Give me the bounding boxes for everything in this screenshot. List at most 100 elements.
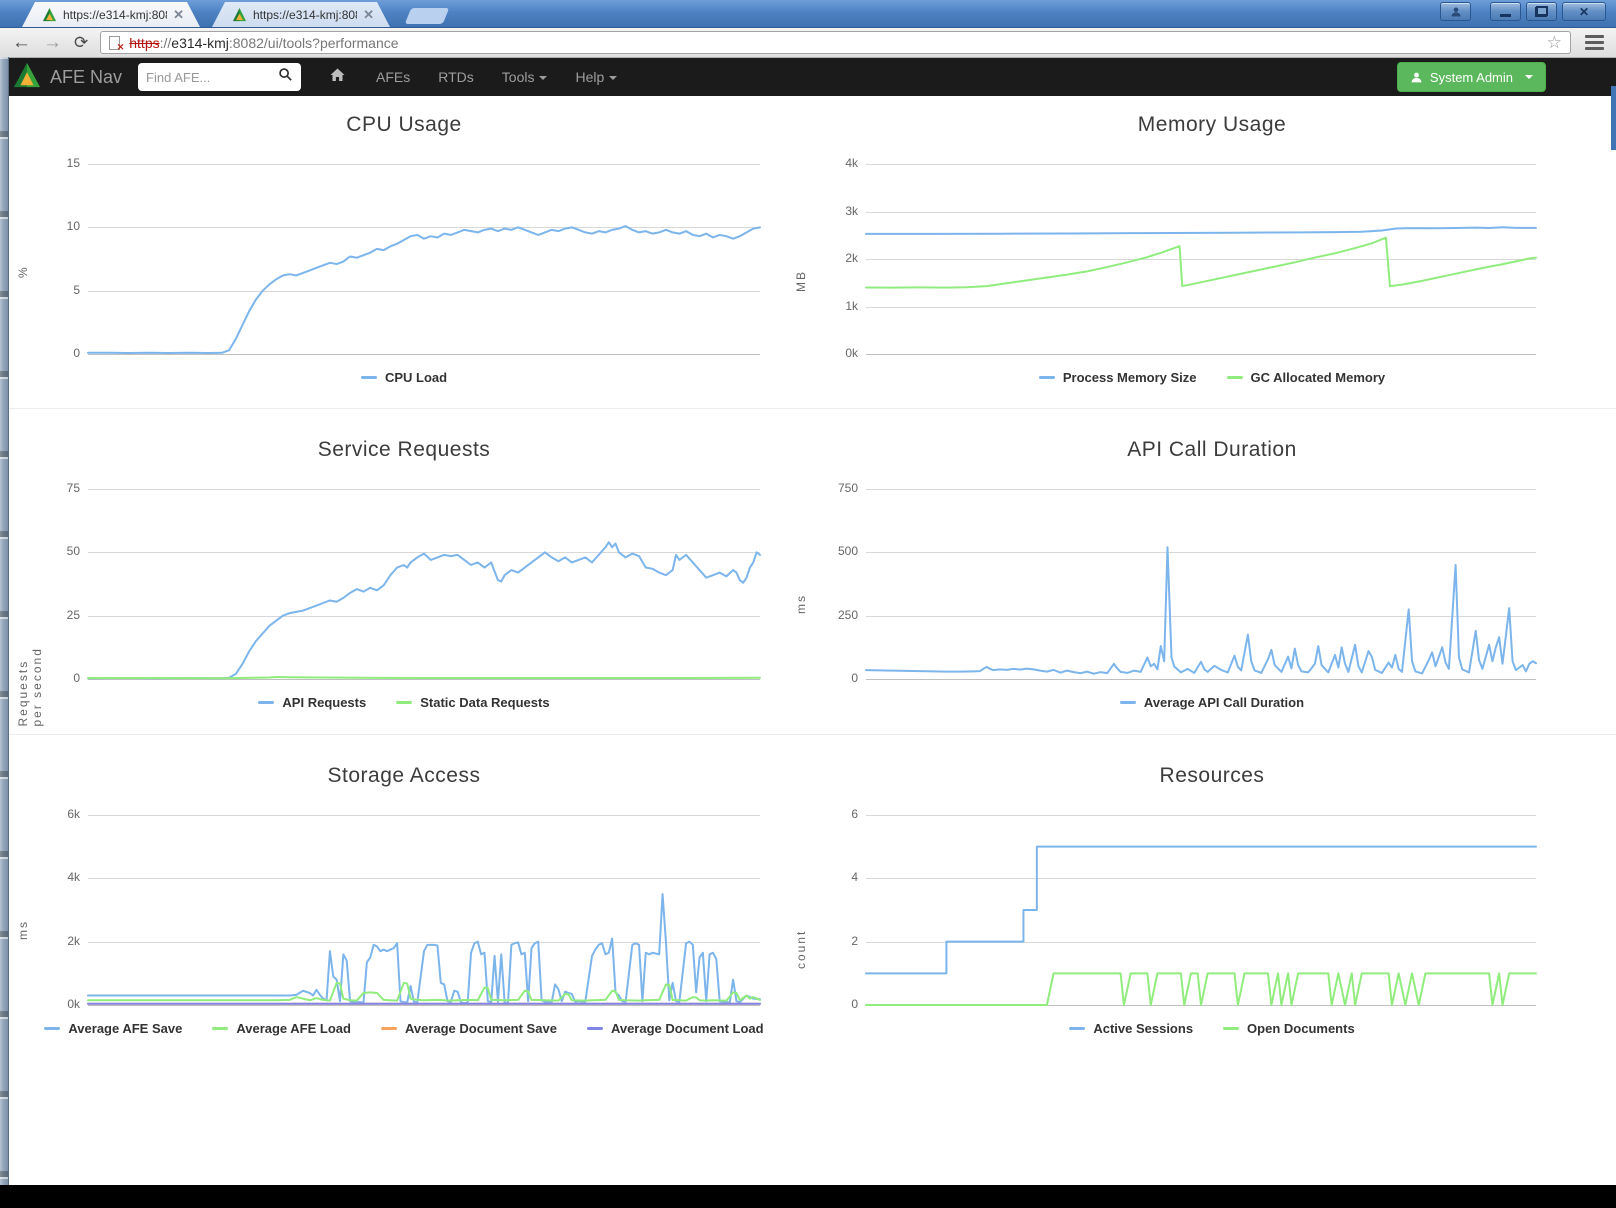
- gridline: [88, 227, 760, 229]
- legend-item-static-data-requests[interactable]: Static Data Requests: [396, 695, 550, 710]
- chevron-down-icon: [1525, 75, 1533, 79]
- legend-swatch: [44, 1027, 61, 1030]
- find-afe-searchbox[interactable]: [138, 63, 302, 91]
- y-tick-label: 75: [66, 481, 80, 495]
- address-bar[interactable]: https :// e314-kmj :8082/ui/tools?perfor…: [100, 31, 1571, 54]
- chart-legend: Process Memory Size GC Allocated Memory: [808, 370, 1616, 385]
- gridline: [866, 211, 1536, 213]
- performance-dashboard: CPU Usage 15 10 5 0% CPU Load Memory Usage …: [0, 96, 1616, 1060]
- new-tab-button[interactable]: [404, 8, 450, 24]
- browser-tab-1[interactable]: https://e314-kmj:8082/ui/ ✕: [22, 2, 200, 27]
- static-data-requests-line: [88, 677, 760, 678]
- nav-item-tools[interactable]: Tools: [488, 69, 562, 85]
- legend-item-open-documents[interactable]: Open Documents: [1223, 1021, 1355, 1036]
- y-tick-label: 250: [837, 607, 858, 622]
- y-tick-label: 25: [66, 607, 80, 622]
- api-requests-line: [88, 542, 760, 678]
- gridline: [88, 815, 760, 816]
- legend-item-average-afe-save[interactable]: Average AFE Save: [44, 1021, 182, 1036]
- chart-legend: Average API Call Duration: [808, 695, 1616, 710]
- gridline: [88, 615, 760, 617]
- user-menu-label: System Admin: [1429, 69, 1513, 85]
- y-axis-title: MB: [794, 270, 808, 292]
- chart-plot-area: 6k 4k 2k 0k ms: [16, 807, 760, 1011]
- legend-item-average-api-call-duration[interactable]: Average API Call Duration: [1119, 695, 1305, 710]
- url-separator: ://: [159, 34, 172, 51]
- chart-title: Service Requests: [317, 438, 491, 461]
- legend-item-gc-allocated-memory[interactable]: GC Allocated Memory: [1226, 370, 1385, 385]
- open-documents-line: [866, 973, 1536, 1005]
- profile-button[interactable]: [1440, 2, 1471, 21]
- legend-swatch: [1038, 376, 1055, 379]
- y-tick-label: 15: [66, 156, 80, 170]
- home-icon[interactable]: [329, 67, 346, 88]
- tab-close-icon[interactable]: ✕: [173, 6, 184, 22]
- gridline: [88, 354, 760, 355]
- y-axis-title: %: [16, 265, 30, 279]
- insecure-page-icon[interactable]: [109, 35, 124, 53]
- tab-close-icon[interactable]: ✕: [363, 6, 374, 22]
- y-tick-label: 0k: [67, 997, 80, 1011]
- legend-item-average-document-save[interactable]: Average Document Save: [380, 1021, 557, 1036]
- chart-storage-access: Storage Access 6k 4k 2k 0k ms Average AFE Sa…: [0, 734, 808, 1060]
- chart-service-requests: Service Requests 75 50 25 0 Requests per sec…: [0, 408, 808, 734]
- legend-item-average-document-load[interactable]: Average Document Load: [586, 1021, 764, 1036]
- y-tick-label: 2k: [845, 251, 858, 265]
- back-button[interactable]: ←: [12, 32, 31, 53]
- window-controls: ✕: [1440, 2, 1606, 21]
- minimize-icon: [1500, 13, 1511, 17]
- y-tick-label: 0: [851, 671, 858, 685]
- chart-title: Memory Usage: [1137, 113, 1287, 136]
- system-admin-menu-button[interactable]: System Admin: [1396, 62, 1546, 92]
- legend-item-cpu-load[interactable]: CPU Load: [360, 370, 447, 385]
- url-path: :8082/ui/tools?performance: [228, 34, 399, 51]
- restore-button[interactable]: [1526, 2, 1557, 21]
- gridline: [88, 290, 760, 292]
- average-afe-save-line: [88, 894, 760, 1003]
- user-icon: [1411, 72, 1422, 82]
- gridline: [866, 259, 1536, 260]
- close-button[interactable]: ✕: [1562, 2, 1606, 21]
- chart-plot-area: 4k 3k 2k 1k 0k MB: [794, 156, 1536, 360]
- search-icon[interactable]: [278, 67, 293, 87]
- chart-title: Resources: [1159, 764, 1265, 787]
- chart-plot-area: 15 10 5 0%: [16, 156, 760, 360]
- search-input[interactable]: [146, 69, 279, 85]
- legend-item-api-requests[interactable]: API Requests: [258, 695, 366, 710]
- tab-title: https://e314-kmj:8082/ui/: [253, 7, 356, 22]
- average-api-call-duration-line: [866, 547, 1536, 673]
- reload-button[interactable]: ⟳: [74, 32, 89, 52]
- y-tick-label: 2: [851, 933, 858, 948]
- legend-label: Average AFE Save: [68, 1021, 183, 1036]
- chrome-menu-icon[interactable]: [1585, 35, 1604, 50]
- gridline: [866, 489, 1536, 490]
- nav-item-rtds[interactable]: RTDs: [438, 69, 474, 85]
- browser-tab-2[interactable]: https://e314-kmj:8082/ui/ ✕: [212, 2, 390, 27]
- gridline: [88, 941, 760, 943]
- taskbar-strip: [0, 1185, 1616, 1208]
- url-scheme: https: [129, 34, 160, 51]
- forward-button[interactable]: →: [43, 32, 62, 53]
- gridline: [866, 164, 1536, 165]
- legend-swatch: [212, 1027, 229, 1030]
- legend-item-process-memory-size[interactable]: Process Memory Size: [1038, 370, 1197, 385]
- bookmark-star-icon[interactable]: ☆: [1546, 32, 1562, 52]
- chevron-down-icon: [539, 76, 548, 81]
- app-navbar: AFE Nav AFEs RTDs Tools Help System Admi…: [0, 58, 1616, 96]
- gridline: [866, 878, 1536, 880]
- legend-item-active-sessions[interactable]: Active Sessions: [1069, 1021, 1193, 1036]
- gridline: [866, 815, 1536, 816]
- nav-item-help[interactable]: Help: [561, 69, 631, 85]
- afe-nav-logo-icon: [12, 61, 42, 94]
- legend-swatch: [380, 1027, 397, 1030]
- y-tick-label: 50: [66, 544, 80, 559]
- nav-item-afes[interactable]: AFEs: [376, 69, 411, 85]
- legend-swatch: [258, 701, 275, 704]
- chevron-down-icon: [609, 76, 618, 81]
- chart-title: CPU Usage: [346, 113, 462, 136]
- close-icon: ✕: [1578, 4, 1590, 19]
- minimize-button[interactable]: [1490, 2, 1521, 21]
- legend-label: Average API Call Duration: [1143, 695, 1305, 710]
- y-tick-label: 0: [73, 671, 80, 685]
- legend-item-average-afe-load[interactable]: Average AFE Load: [212, 1021, 351, 1036]
